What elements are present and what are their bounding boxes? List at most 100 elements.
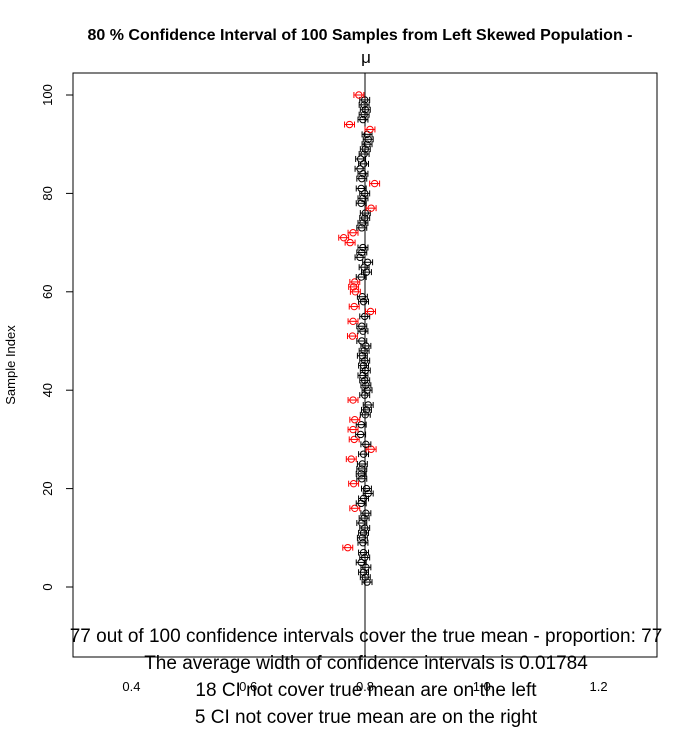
confidence-interval	[344, 238, 356, 247]
sample-mean-point	[358, 460, 367, 468]
sample-mean-point	[349, 283, 358, 291]
confidence-interval	[349, 504, 361, 512]
sample-mean-point	[360, 150, 368, 158]
x-axis-ticks: 0.4 0.6 0.8 1.0 1.2	[122, 679, 607, 694]
confidence-interval	[358, 101, 370, 109]
confidence-interval	[355, 184, 367, 193]
sample-mean-point	[344, 543, 352, 552]
confidence-interval	[347, 396, 359, 404]
confidence-interval	[358, 347, 370, 355]
confidence-interval	[364, 125, 376, 134]
sample-mean-point	[359, 539, 367, 547]
confidence-interval	[356, 248, 368, 257]
confidence-interval	[357, 219, 369, 227]
x-tick-label: 1.0	[473, 679, 491, 694]
confidence-interval	[362, 135, 374, 143]
confidence-interval	[354, 253, 366, 262]
sample-mean-point	[360, 110, 368, 119]
confidence-interval	[347, 425, 359, 434]
sample-mean-point	[350, 435, 358, 444]
sample-mean-point	[351, 416, 359, 424]
sample-mean-point	[363, 578, 371, 586]
confidence-interval	[359, 189, 371, 198]
sample-mean-point	[361, 411, 369, 419]
confidence-interval	[360, 381, 372, 389]
confidence-interval	[358, 361, 370, 370]
sample-mean-point	[358, 337, 366, 345]
sample-mean-point	[362, 440, 370, 449]
sample-mean-point	[360, 347, 368, 355]
sample-mean-point	[364, 401, 372, 409]
confidence-interval	[358, 548, 370, 557]
sample-mean-point	[358, 534, 367, 542]
confidence-interval	[358, 514, 370, 522]
sample-mean-point	[358, 475, 366, 483]
confidence-interval	[355, 420, 367, 429]
sample-mean-point	[357, 199, 365, 207]
sample-mean-point	[362, 342, 370, 350]
y-tick-label: 100	[40, 84, 55, 106]
sample-mean-point	[349, 317, 357, 326]
confidence-interval	[361, 578, 373, 586]
confidence-interval	[359, 573, 371, 581]
confidence-interval	[360, 406, 372, 414]
summary-coverage: 77 out of 100 confidence intervals cover…	[69, 626, 663, 647]
chart-subtitle-mu: μ	[361, 48, 371, 67]
confidence-interval	[349, 416, 361, 424]
sample-mean-point	[359, 243, 367, 252]
confidence-interval	[359, 214, 371, 222]
confidence-interval	[360, 484, 372, 493]
x-tick-label: 0.4	[122, 679, 140, 694]
sample-mean-point	[362, 381, 370, 389]
sample-mean-point	[356, 253, 364, 262]
y-axis: 0 20 40 60 80 100	[40, 84, 73, 591]
summary-average-width: The average width of confidence interval…	[144, 653, 588, 674]
confidence-interval	[359, 145, 371, 153]
y-axis-label: Sample Index	[3, 325, 18, 405]
sample-mean-point	[358, 248, 366, 257]
confidence-interval	[356, 224, 368, 232]
confidence-interval	[359, 411, 371, 419]
confidence-interval	[358, 450, 370, 458]
confidence-interval	[349, 288, 361, 296]
sample-mean-point	[358, 465, 366, 473]
sample-mean-point	[361, 573, 369, 581]
sample-mean-point	[361, 553, 369, 562]
confidence-interval	[348, 479, 360, 488]
y-tick-label: 0	[40, 583, 55, 590]
sample-mean-point	[359, 450, 368, 458]
sample-mean-point	[363, 258, 372, 266]
sample-mean-point	[362, 406, 371, 414]
sample-mean-point	[358, 224, 366, 232]
x-tick-label: 0.6	[239, 679, 257, 694]
y-tick-label: 20	[40, 481, 55, 495]
confidence-interval	[361, 386, 373, 394]
sample-mean-point	[356, 165, 364, 173]
sample-mean-point	[349, 479, 358, 488]
sample-mean-point	[359, 115, 367, 124]
confidence-interval	[347, 317, 359, 326]
sample-mean-point	[359, 548, 368, 557]
confidence-interval	[356, 465, 368, 473]
sample-mean-point	[361, 189, 369, 198]
confidence-interval	[348, 302, 360, 311]
sample-mean-point	[359, 529, 368, 537]
sample-mean-point	[366, 125, 374, 134]
sample-mean-point	[351, 504, 359, 512]
sample-mean-point	[360, 101, 368, 109]
confidence-interval	[355, 470, 367, 478]
sample-mean-point	[350, 302, 358, 311]
confidence-interval	[356, 174, 368, 183]
sample-mean-point	[361, 366, 369, 375]
confidence-interval	[345, 455, 357, 463]
confidence-interval	[357, 243, 369, 252]
sample-mean-point	[363, 140, 371, 148]
sample-mean-point	[362, 509, 370, 517]
confidence-interval	[359, 553, 371, 562]
sample-mean-point	[358, 293, 367, 301]
sample-mean-point	[355, 91, 363, 99]
confidence-interval	[361, 140, 373, 148]
sample-mean-point	[361, 376, 369, 385]
sample-mean-point	[361, 209, 369, 217]
confidence-interval	[365, 307, 377, 316]
